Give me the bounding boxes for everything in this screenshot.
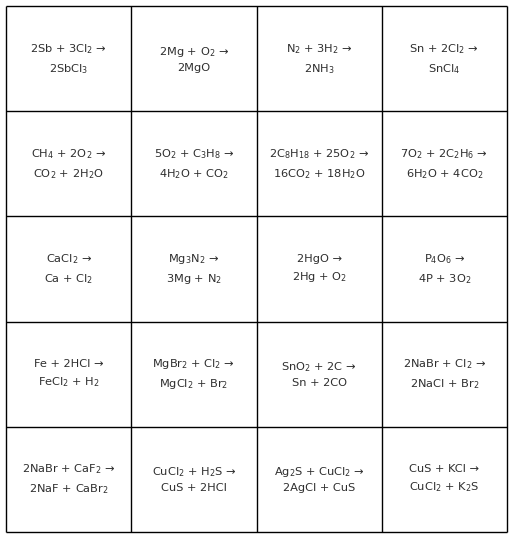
Text: Fe + 2HCl →
FeCl$_2$ + H$_2$: Fe + 2HCl → FeCl$_2$ + H$_2$: [34, 359, 104, 389]
Text: 2HgO →
2Hg + O$_2$: 2HgO → 2Hg + O$_2$: [291, 254, 347, 284]
Text: CaCl$_2$ →
Ca + Cl$_2$: CaCl$_2$ → Ca + Cl$_2$: [44, 252, 93, 286]
Text: CuCl$_2$ + H$_2$S →
CuS + 2HCl: CuCl$_2$ + H$_2$S → CuS + 2HCl: [152, 465, 236, 493]
Text: Sn + 2Cl$_2$ →
SnCl$_4$: Sn + 2Cl$_2$ → SnCl$_4$: [409, 42, 479, 76]
Text: 7O$_2$ + 2C$_2$H$_6$ →
6H$_2$O + 4CO$_2$: 7O$_2$ + 2C$_2$H$_6$ → 6H$_2$O + 4CO$_2$: [401, 147, 488, 181]
Text: 2Mg + O$_2$ →
2MgO: 2Mg + O$_2$ → 2MgO: [159, 45, 229, 73]
Text: CuS + KCl →
CuCl$_2$ + K$_2$S: CuS + KCl → CuCl$_2$ + K$_2$S: [409, 464, 479, 494]
Text: N$_2$ + 3H$_2$ →
2NH$_3$: N$_2$ + 3H$_2$ → 2NH$_3$: [286, 42, 352, 76]
Text: 2NaBr + Cl$_2$ →
2NaCl + Br$_2$: 2NaBr + Cl$_2$ → 2NaCl + Br$_2$: [403, 357, 486, 391]
Text: 5O$_2$ + C$_3$H$_8$ →
4H$_2$O + CO$_2$: 5O$_2$ + C$_3$H$_8$ → 4H$_2$O + CO$_2$: [154, 147, 234, 181]
Text: P$_4$O$_6$ →
4P + 3O$_2$: P$_4$O$_6$ → 4P + 3O$_2$: [418, 252, 471, 286]
Text: 2C$_8$H$_{18}$ + 25O$_2$ →
16CO$_2$ + 18H$_2$O: 2C$_8$H$_{18}$ + 25O$_2$ → 16CO$_2$ + 18…: [269, 147, 369, 181]
Text: Mg$_3$N$_2$ →
3Mg + N$_2$: Mg$_3$N$_2$ → 3Mg + N$_2$: [166, 252, 222, 286]
Text: MgBr$_2$ + Cl$_2$ →
MgCl$_2$ + Br$_2$: MgBr$_2$ + Cl$_2$ → MgCl$_2$ + Br$_2$: [152, 357, 235, 391]
Text: 2NaBr + CaF$_2$ →
2NaF + CaBr$_2$: 2NaBr + CaF$_2$ → 2NaF + CaBr$_2$: [22, 462, 115, 496]
Text: CH$_4$ + 2O$_2$ →
CO$_2$ + 2H$_2$O: CH$_4$ + 2O$_2$ → CO$_2$ + 2H$_2$O: [31, 147, 106, 181]
Text: SnO$_2$ + 2C →
Sn + 2CO: SnO$_2$ + 2C → Sn + 2CO: [281, 360, 357, 388]
Text: Ag$_2$S + CuCl$_2$ →
2AgCl + CuS: Ag$_2$S + CuCl$_2$ → 2AgCl + CuS: [274, 465, 364, 493]
Text: 2Sb + 3Cl$_2$ →
2SbCl$_3$: 2Sb + 3Cl$_2$ → 2SbCl$_3$: [30, 42, 107, 76]
